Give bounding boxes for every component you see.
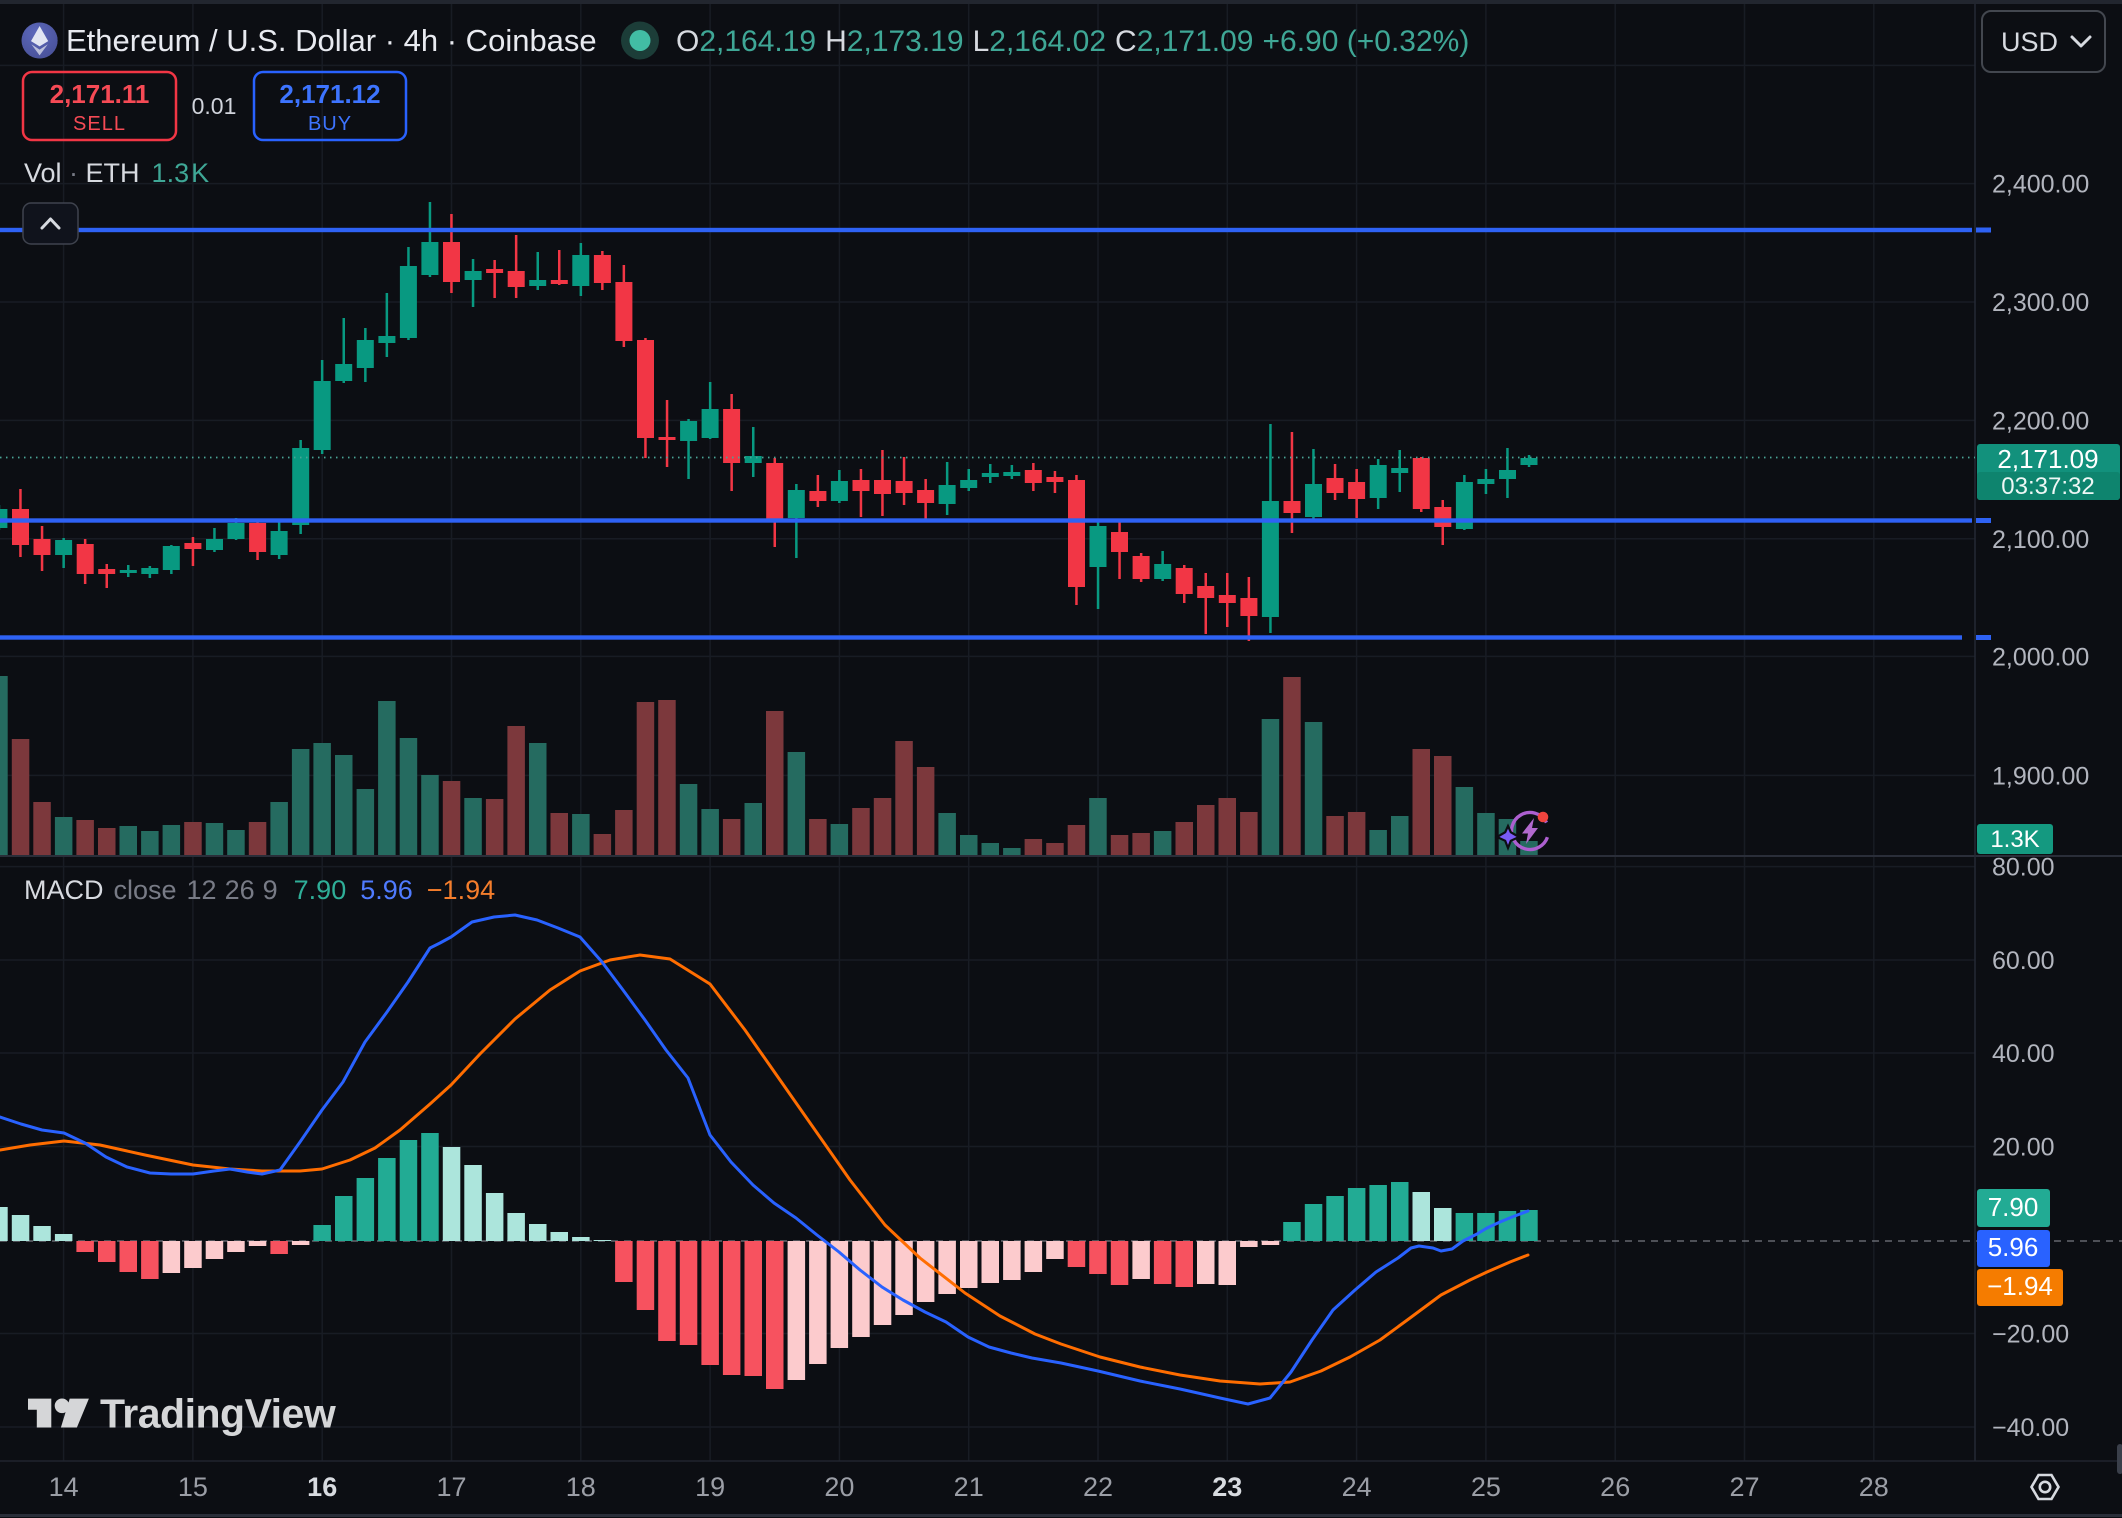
- svg-text:TradingView: TradingView: [100, 1391, 336, 1437]
- svg-text:2,171.11: 2,171.11: [50, 79, 150, 109]
- svg-text:2,000.00: 2,000.00: [1992, 643, 2089, 671]
- svg-text:USD: USD: [2001, 27, 2058, 57]
- svg-text:1.3K: 1.3K: [1990, 826, 2039, 853]
- svg-text:14: 14: [49, 1472, 79, 1502]
- svg-text:24: 24: [1342, 1472, 1372, 1502]
- svg-text:20: 20: [824, 1472, 854, 1502]
- svg-text:17: 17: [436, 1472, 466, 1502]
- svg-text:2,400.00: 2,400.00: [1992, 171, 2089, 199]
- svg-text:25: 25: [1471, 1472, 1501, 1502]
- svg-text:19: 19: [695, 1472, 725, 1502]
- svg-text:5.96: 5.96: [1988, 1232, 2039, 1262]
- svg-text:23: 23: [1212, 1472, 1242, 1502]
- svg-text:16: 16: [307, 1472, 337, 1502]
- svg-text:60.00: 60.00: [1992, 947, 2055, 975]
- svg-text:1,900.00: 1,900.00: [1992, 762, 2089, 790]
- svg-text:2,300.00: 2,300.00: [1992, 289, 2089, 317]
- svg-text:−40.00: −40.00: [1992, 1414, 2069, 1442]
- svg-text:2,171.12: 2,171.12: [279, 79, 380, 109]
- svg-text:80.00: 80.00: [1992, 854, 2055, 882]
- svg-text:BUY: BUY: [308, 113, 352, 135]
- svg-text:2,200.00: 2,200.00: [1992, 407, 2089, 435]
- svg-text:7.90: 7.90: [1988, 1192, 2039, 1222]
- svg-text:40.00: 40.00: [1992, 1040, 2055, 1068]
- svg-text:22: 22: [1083, 1472, 1113, 1502]
- svg-text:28: 28: [1859, 1472, 1889, 1502]
- svg-text:SELL: SELL: [73, 113, 126, 135]
- svg-text:−20.00: −20.00: [1992, 1321, 2069, 1349]
- svg-text:20.00: 20.00: [1992, 1134, 2055, 1162]
- svg-text:2,100.00: 2,100.00: [1992, 526, 2089, 554]
- svg-text:15: 15: [178, 1472, 208, 1502]
- svg-text:03:37:32: 03:37:32: [2001, 473, 2094, 500]
- svg-text:Ethereum / U.S. Dollar · 4h ·: Ethereum / U.S. Dollar · 4h · Coinbase: [66, 23, 597, 58]
- svg-text:26: 26: [1600, 1472, 1630, 1502]
- svg-text:0.01: 0.01: [192, 93, 237, 119]
- svg-text:−1.94: −1.94: [1987, 1271, 2053, 1301]
- svg-text:27: 27: [1729, 1472, 1759, 1502]
- svg-text:21: 21: [954, 1472, 984, 1502]
- svg-text:18: 18: [566, 1472, 596, 1502]
- svg-text:2,171.09: 2,171.09: [1997, 444, 2098, 474]
